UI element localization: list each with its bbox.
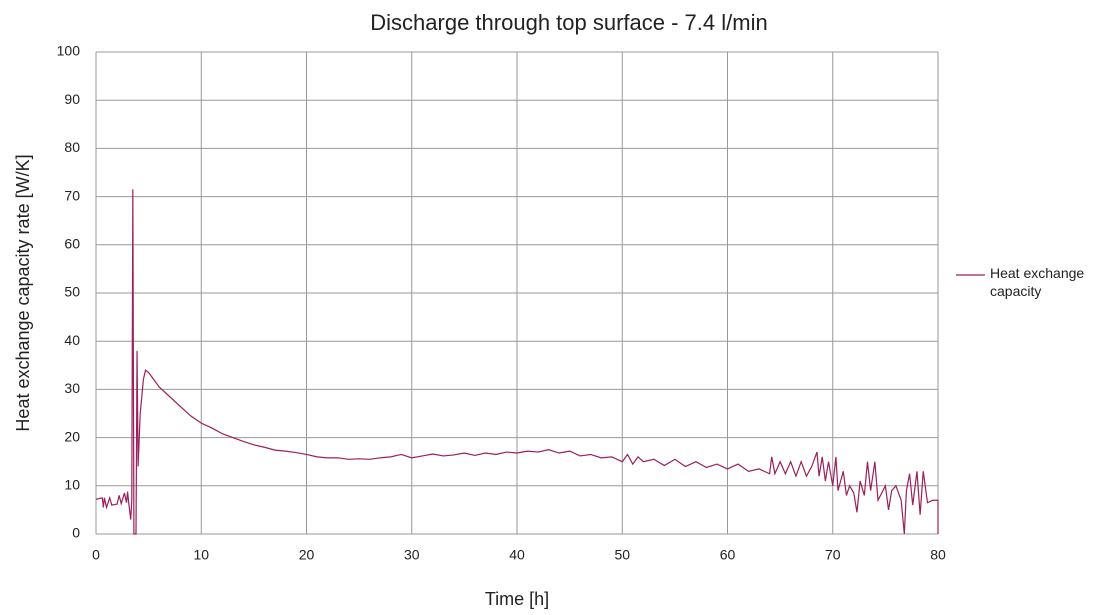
y-tick-label: 20 [64, 428, 80, 444]
x-tick-label: 50 [614, 547, 630, 563]
x-tick-label: 30 [404, 547, 420, 563]
y-tick-label: 0 [72, 525, 80, 541]
y-tick-label: 10 [64, 477, 80, 493]
data-line [95, 189, 939, 535]
y-tick-label: 40 [64, 332, 80, 348]
x-tick-label: 70 [825, 547, 841, 563]
legend-label: Heat exchange capacity [990, 265, 1085, 299]
x-tick-label: 80 [930, 547, 946, 563]
y-tick-label: 90 [64, 91, 80, 107]
x-tick-label: 20 [299, 547, 315, 563]
y-tick-label: 30 [64, 380, 80, 396]
y-tick-label: 100 [57, 43, 81, 59]
y-tick-label: 50 [64, 284, 80, 300]
x-tick-label: 0 [92, 547, 100, 563]
x-tick-label: 40 [509, 547, 525, 563]
y-tick-label: 80 [64, 139, 80, 155]
x-tick-label: 10 [193, 547, 209, 563]
chart-title: Discharge through top surface - 7.4 l/mi… [370, 10, 767, 35]
y-tick-label: 60 [64, 236, 80, 252]
y-tick-label: 70 [64, 187, 80, 203]
y-axis-label: Heat exchange capacity rate [W/K] [13, 154, 33, 431]
x-axis-label: Time [h] [485, 589, 549, 609]
x-tick-label: 60 [720, 547, 736, 563]
